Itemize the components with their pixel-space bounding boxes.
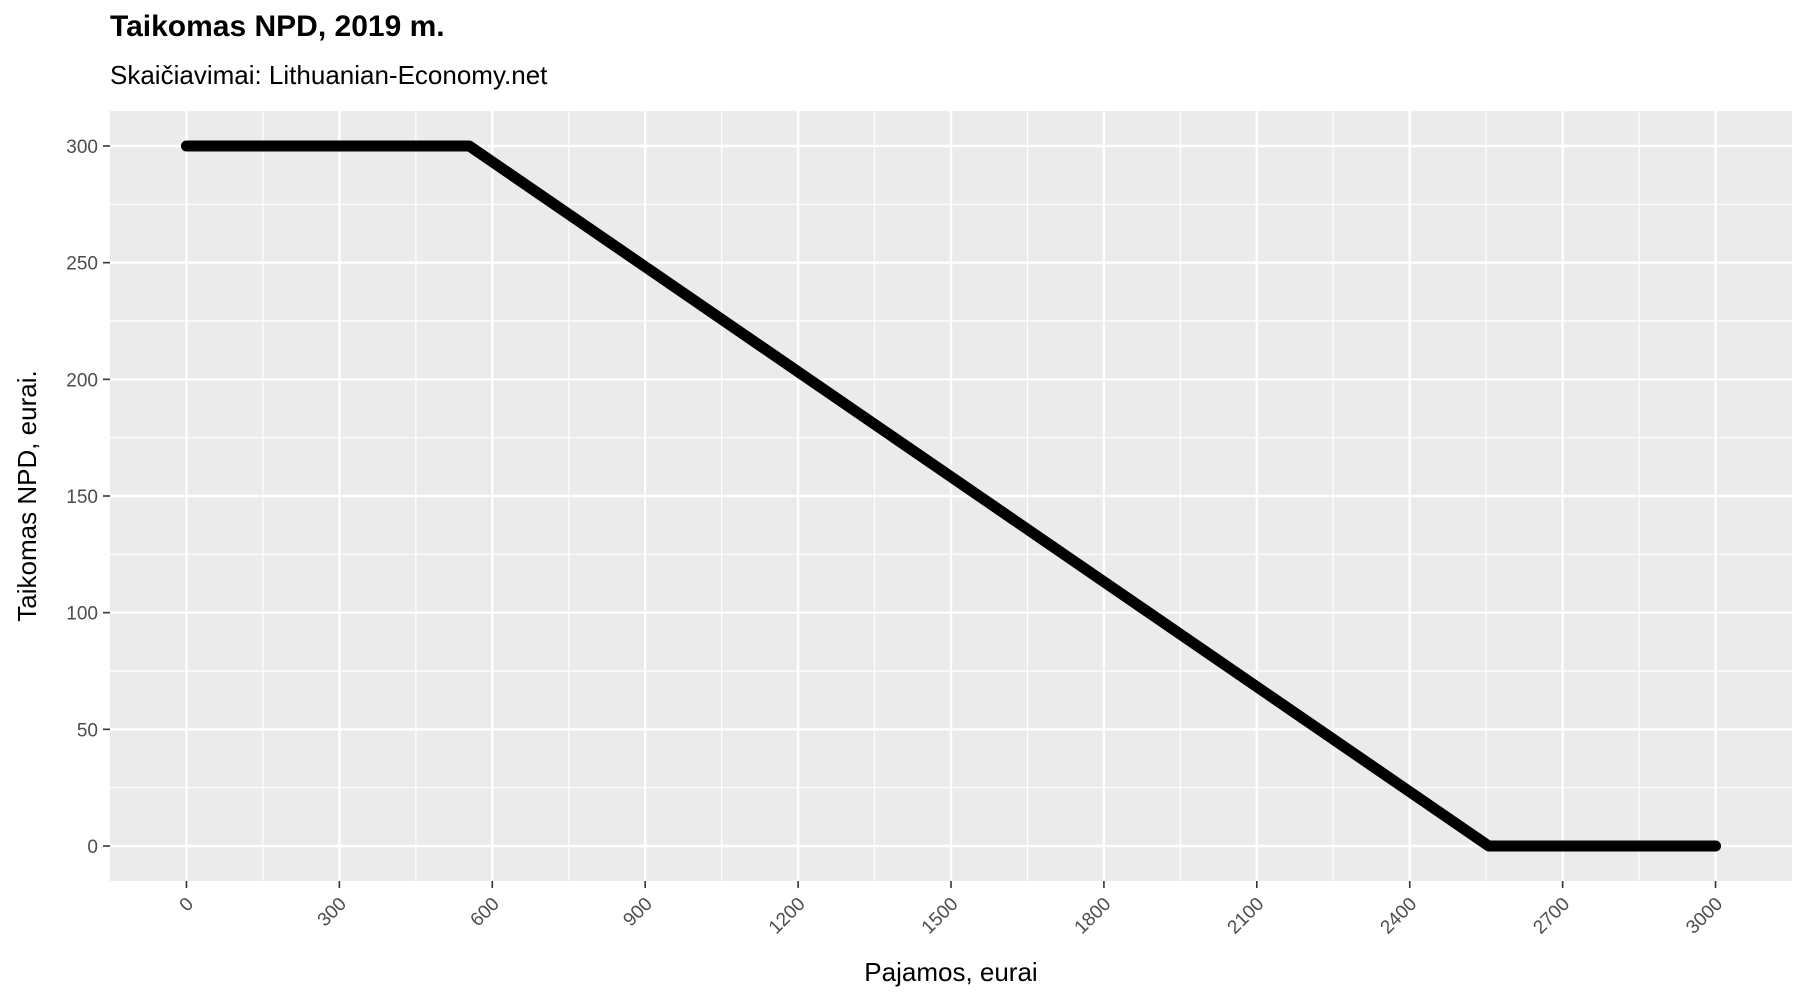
y-tick-label: 0 xyxy=(87,837,98,858)
series-layer xyxy=(180,140,1722,852)
y-axis-title: Taikomas NPD, eurai. xyxy=(12,370,42,621)
y-tick-label: 150 xyxy=(66,487,98,508)
x-tick-label: 0 xyxy=(176,894,198,916)
x-tick-label: 1800 xyxy=(1071,894,1116,939)
x-tick-label: 2100 xyxy=(1224,894,1269,939)
x-tick-label: 1500 xyxy=(918,894,963,939)
y-tick-label: 250 xyxy=(66,254,98,275)
x-axis: 0 300 600 900 1200 1500 1800 2100 2400 2700 3000 xyxy=(176,881,1727,938)
y-tick-label: 200 xyxy=(66,370,98,391)
y-axis: 0 50 100 150 200 250 300 xyxy=(66,137,110,858)
x-axis-title: Pajamos, eurai xyxy=(864,957,1037,987)
x-tick-label: 2400 xyxy=(1377,894,1422,939)
y-tick-label: 300 xyxy=(66,137,98,158)
y-tick-label: 50 xyxy=(77,720,98,741)
series-line xyxy=(180,140,1722,852)
x-tick-label: 1200 xyxy=(765,894,810,939)
grid-major xyxy=(110,111,1792,881)
x-tick-label: 600 xyxy=(467,894,504,931)
x-tick-label: 300 xyxy=(314,894,351,931)
chart-title: Taikomas NPD, 2019 m. xyxy=(110,10,445,43)
y-tick-label: 100 xyxy=(66,604,98,625)
x-tick-label: 3000 xyxy=(1682,894,1727,939)
x-tick-label: 2700 xyxy=(1529,894,1574,939)
chart-subtitle: Skaičiavimai: Lithuanian-Economy.net xyxy=(110,60,548,90)
x-tick-label: 900 xyxy=(619,894,656,931)
